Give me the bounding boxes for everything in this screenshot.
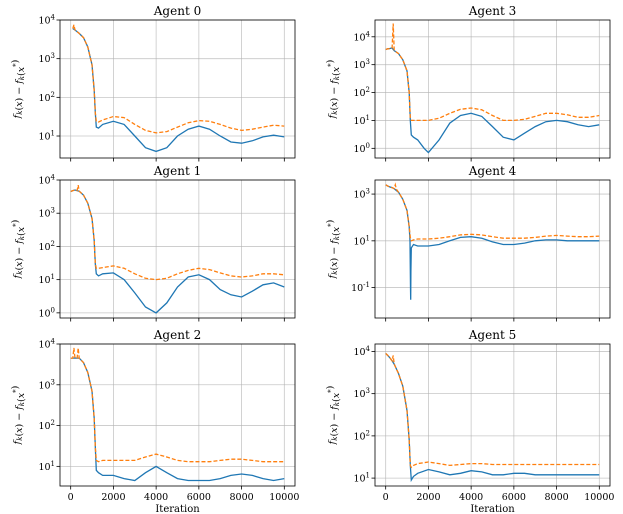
x-tick-label: 8000 (544, 492, 568, 503)
y-tick-label: 103 (38, 378, 55, 391)
series-dashed-line (385, 352, 600, 469)
y-axis-label: fk(x) − fk(x*) (325, 220, 342, 280)
x-tick-label: 0 (68, 492, 74, 503)
panel-title: Agent 0 (153, 4, 201, 18)
axes-frame (59, 179, 296, 319)
panel-title: Agent 3 (468, 4, 516, 18)
series-dashed-line (72, 24, 285, 134)
y-tick-label: 102 (38, 419, 55, 432)
x-tick-label: 10000 (584, 492, 614, 503)
y-tick-label: 104 (38, 174, 55, 187)
series-solid-line (70, 357, 285, 482)
y-tick-label: 103 (38, 207, 55, 220)
x-tick-label: 6000 (187, 492, 211, 503)
y-axis-label: fk(x) − fk(x*) (325, 60, 342, 120)
axes-frame (59, 19, 296, 159)
y-tick-label: 104 (38, 14, 55, 27)
panel-agent-1: 100 101 102 103 104 Agent 1 fk(x) − fk(x*) (10, 164, 296, 322)
y-axis-label: fk(x) − fk(x*) (325, 386, 342, 446)
series-solid-line (385, 47, 600, 154)
panel-title: Agent 4 (468, 164, 517, 178)
y-tick-label: 103 (353, 58, 370, 71)
y-tick-label: 100 (38, 306, 55, 319)
x-tick-label: 10000 (269, 492, 299, 503)
y-axis-label: fk(x) − fk(x*) (10, 386, 27, 446)
x-tick-label: 0 (383, 492, 389, 503)
x-axis-label: Iteration (470, 504, 515, 514)
y-tick-label: 103 (38, 52, 55, 65)
panel-title: Agent 2 (153, 328, 201, 342)
y-tick-label: 103 (353, 188, 370, 201)
axes-frame (374, 19, 611, 159)
y-axis-label: fk(x) − fk(x*) (10, 60, 27, 120)
x-tick-label: 8000 (229, 492, 253, 503)
series-solid-line (385, 184, 600, 300)
series-dashed-line (70, 347, 285, 463)
y-tick-label: 103 (353, 387, 370, 400)
y-tick-label: 100 (353, 142, 370, 155)
y-tick-label: 104 (353, 345, 370, 358)
y-tick-label: 101 (38, 460, 55, 473)
x-tick-label: 4000 (144, 492, 168, 503)
y-tick-label: 101 (353, 472, 370, 485)
series-dashed-line (385, 182, 600, 242)
panel-title: Agent 5 (468, 328, 516, 342)
axes-frame (374, 343, 611, 487)
panel-agent-0: 101 102 103 104 Agent 0 fk(x) − fk(x*) (10, 4, 296, 162)
y-tick-label: 10-1 (351, 281, 370, 294)
panel-agent-3: 100 101 102 103 104 Agent 3 fk(x) − fk(x*) (325, 4, 611, 162)
series-dashed-line (70, 184, 285, 281)
y-axis-label: fk(x) − fk(x*) (10, 220, 27, 280)
y-tick-label: 104 (353, 30, 370, 43)
y-tick-label: 102 (353, 86, 370, 99)
x-axis-label: Iteration (155, 504, 200, 514)
axes-frame (59, 343, 296, 487)
y-tick-label: 102 (38, 91, 55, 104)
x-tick-label: 4000 (459, 492, 483, 503)
panel-title: Agent 1 (153, 164, 201, 178)
axes-frame (374, 179, 611, 319)
y-tick-label: 102 (38, 240, 55, 253)
y-tick-label: 101 (38, 273, 55, 286)
x-tick-label: 2000 (101, 492, 125, 503)
series-solid-line (70, 189, 285, 314)
series-solid-line (72, 28, 285, 153)
panel-agent-2: 101 102 103 104 0 2000 4000 6000 8000 10000 Agent … (10, 328, 299, 514)
panel-agent-4: 10-1 101 103 Agent 4 fk(x) − fk(x*) (325, 164, 611, 322)
series-solid-line (385, 352, 600, 483)
panel-agent-5: 101 102 103 104 0 2000 4000 6000 8000 10000 Agent … (325, 328, 614, 514)
y-tick-label: 101 (38, 130, 55, 143)
y-tick-label: 101 (353, 114, 370, 127)
series-dashed-line (385, 23, 600, 122)
y-tick-label: 101 (353, 234, 370, 247)
x-tick-label: 2000 (416, 492, 440, 503)
y-tick-label: 104 (38, 338, 55, 351)
y-tick-label: 102 (353, 429, 370, 442)
x-tick-label: 6000 (502, 492, 526, 503)
